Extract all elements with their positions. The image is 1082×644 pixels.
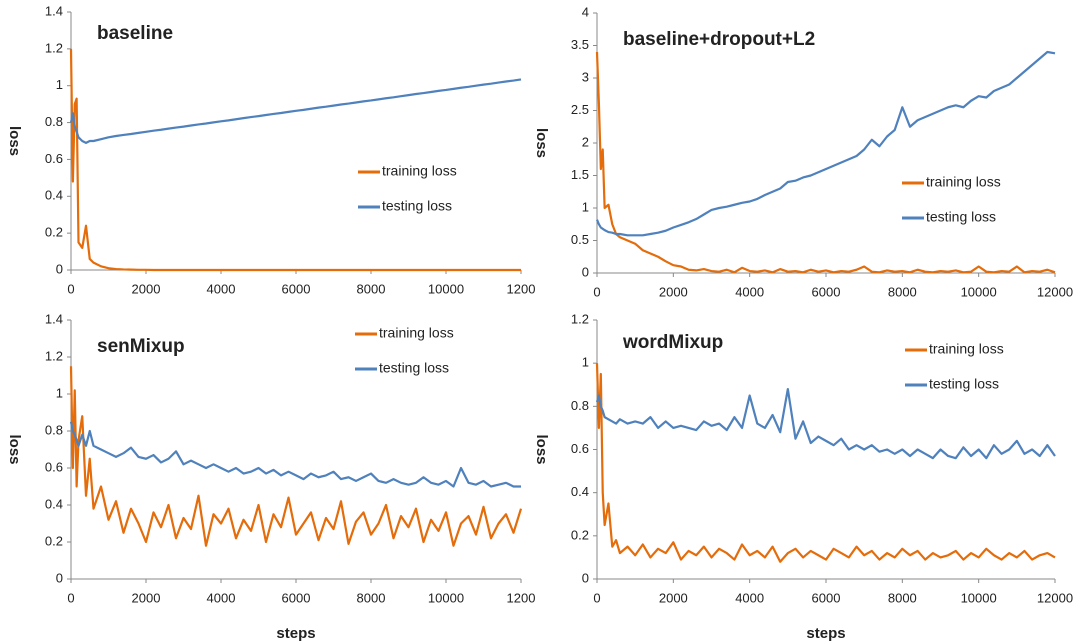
y-tick-label: 0.8 <box>571 398 589 413</box>
y-axis-label: loss <box>6 434 23 464</box>
legend-label: training loss <box>926 174 1001 190</box>
y-tick-label: 0.6 <box>571 441 589 456</box>
y-tick-label: 0.4 <box>45 188 63 203</box>
chart-title: baseline <box>97 23 173 44</box>
y-tick-label: 1.4 <box>45 311 63 326</box>
series-line <box>595 387 1056 460</box>
y-axis-label: loss <box>6 126 23 156</box>
x-tick-label: 2000 <box>132 590 161 605</box>
x-axis-label: steps <box>806 625 845 642</box>
x-tick-label: 2000 <box>132 281 161 296</box>
x-tick-label: 2000 <box>659 284 688 299</box>
y-tick-label: 0.5 <box>571 232 589 247</box>
y-tick-label: 2.5 <box>571 102 589 117</box>
y-tick-label: 0.2 <box>45 533 63 548</box>
y-tick-label: 0.2 <box>45 225 63 240</box>
y-tick-label: 0.8 <box>45 114 63 129</box>
y-tick-label: 0.8 <box>45 422 63 437</box>
series-line <box>69 48 521 272</box>
chart-title: senMixup <box>97 336 185 357</box>
y-tick-label: 0 <box>56 570 63 585</box>
chart-title: baseline+dropout+L2 <box>623 29 815 50</box>
x-tick-label: 6000 <box>282 590 311 605</box>
x-tick-label: 0 <box>593 590 600 605</box>
y-tick-label: 1.2 <box>571 311 589 326</box>
x-tick-label: 4000 <box>207 590 236 605</box>
y-tick-label: 0 <box>582 570 589 585</box>
y-tick-label: 3.5 <box>571 37 589 52</box>
y-tick-label: 0 <box>56 261 63 276</box>
series-line <box>595 363 1056 563</box>
y-tick-label: 1.5 <box>571 167 589 182</box>
x-tick-label: 4000 <box>735 284 764 299</box>
y-tick-label: 0 <box>582 264 589 279</box>
y-tick-label: 1.2 <box>45 348 63 363</box>
y-tick-label: 1 <box>56 385 63 400</box>
y-tick-label: 0.6 <box>45 151 63 166</box>
x-tick-label: 4000 <box>207 281 236 296</box>
legend-label: testing loss <box>382 198 452 214</box>
y-tick-label: 1 <box>582 199 589 214</box>
y-tick-label: 4 <box>582 4 589 19</box>
x-tick-label: 2000 <box>659 590 688 605</box>
y-tick-label: 3 <box>582 69 589 84</box>
x-tick-label: 0 <box>67 281 74 296</box>
x-tick-label: 6000 <box>282 281 311 296</box>
x-axis-label: steps <box>276 625 315 642</box>
x-tick-label: 12000 <box>1037 590 1073 605</box>
x-tick-label: 0 <box>593 284 600 299</box>
y-axis-label: loss <box>533 128 550 158</box>
x-tick-label: 0 <box>67 590 74 605</box>
series-line <box>69 421 521 488</box>
legend-label: training loss <box>382 163 457 179</box>
y-tick-label: 0.6 <box>45 459 63 474</box>
y-tick-label: 1.2 <box>45 40 63 55</box>
x-tick-label: 8000 <box>888 284 917 299</box>
y-tick-label: 0.2 <box>571 527 589 542</box>
y-axis-label: loss <box>533 434 550 464</box>
y-tick-label: 2 <box>582 134 589 149</box>
chart-title: wordMixup <box>622 332 723 353</box>
x-tick-label: 10000 <box>428 281 464 296</box>
x-tick-label: 10000 <box>428 590 464 605</box>
x-tick-label: 1200 <box>507 590 536 605</box>
legend-label: testing loss <box>926 209 996 225</box>
x-tick-label: 1200 <box>507 281 536 296</box>
x-tick-label: 8000 <box>357 590 386 605</box>
y-tick-label: 0.4 <box>45 496 63 511</box>
x-tick-label: 8000 <box>888 590 917 605</box>
series-line <box>595 50 1056 237</box>
legend-label: testing loss <box>379 360 449 376</box>
y-tick-label: 1.4 <box>45 3 63 18</box>
series-line <box>69 78 522 144</box>
x-tick-label: 10000 <box>961 284 997 299</box>
x-tick-label: 4000 <box>735 590 764 605</box>
series-line <box>595 51 1056 274</box>
x-tick-label: 6000 <box>812 590 841 605</box>
y-tick-label: 0.4 <box>571 484 589 499</box>
x-tick-label: 8000 <box>357 281 386 296</box>
legend-label: testing loss <box>929 376 999 392</box>
x-tick-label: 6000 <box>812 284 841 299</box>
y-tick-label: 1 <box>56 77 63 92</box>
y-tick-label: 1 <box>582 355 589 370</box>
legend-label: training loss <box>929 341 1004 357</box>
series-line <box>69 366 523 547</box>
legend-label: training loss <box>379 325 454 341</box>
x-tick-label: 12000 <box>1037 284 1073 299</box>
x-tick-label: 10000 <box>961 590 997 605</box>
